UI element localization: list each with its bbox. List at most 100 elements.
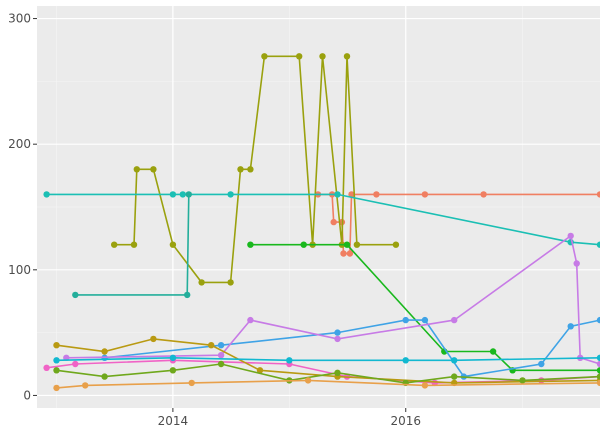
data-point — [596, 354, 600, 361]
data-point — [169, 367, 177, 374]
data-point — [402, 357, 409, 364]
y-tick-label: 0 — [23, 388, 31, 402]
data-point — [596, 241, 600, 248]
series-2 — [111, 53, 400, 286]
data-point — [217, 352, 225, 359]
y-tick-label: 300 — [8, 12, 31, 26]
data-point — [538, 377, 545, 384]
data-point — [198, 279, 205, 286]
y-tick-label: 100 — [8, 263, 31, 277]
data-point — [596, 360, 600, 368]
data-point — [538, 360, 545, 368]
data-point — [392, 241, 400, 248]
data-point — [353, 241, 361, 248]
data-point — [451, 373, 458, 380]
series-12 — [53, 377, 600, 392]
data-point — [72, 291, 79, 299]
data-point — [111, 241, 118, 248]
data-point — [567, 232, 574, 240]
data-point — [489, 348, 497, 355]
data-point — [82, 382, 89, 389]
data-point — [217, 342, 225, 349]
data-point — [421, 191, 429, 198]
data-point — [179, 191, 186, 198]
data-point — [53, 342, 60, 349]
data-point — [596, 373, 600, 380]
data-point — [43, 191, 50, 198]
x-tick-label: 2016 — [390, 414, 421, 428]
data-point — [296, 53, 303, 60]
data-point — [373, 191, 380, 198]
x-tick-label: 2014 — [158, 414, 189, 428]
data-point — [208, 342, 215, 349]
data-point — [256, 367, 264, 374]
data-point — [304, 377, 312, 384]
data-point — [237, 166, 244, 173]
series-5 — [247, 241, 600, 374]
series-line — [56, 356, 600, 362]
data-point — [348, 191, 355, 198]
data-point — [247, 316, 254, 324]
series-4 — [72, 191, 192, 299]
data-point — [334, 191, 341, 198]
data-point — [169, 191, 177, 198]
data-point — [334, 335, 341, 343]
data-point — [319, 53, 326, 60]
data-point — [227, 191, 234, 198]
x-axis: 2014 2016 — [158, 408, 421, 428]
data-point — [150, 166, 157, 173]
data-point — [334, 329, 341, 336]
data-point — [43, 364, 50, 371]
data-point — [130, 241, 138, 248]
series-layer — [43, 53, 600, 392]
data-point — [53, 357, 60, 364]
data-point — [340, 250, 347, 257]
data-point — [286, 357, 293, 364]
data-point — [596, 316, 600, 324]
data-point — [451, 316, 458, 324]
series-9 — [53, 335, 600, 387]
data-point — [247, 166, 254, 173]
data-point — [184, 291, 191, 299]
y-axis: 0 100 200 300 — [8, 12, 37, 402]
data-point — [169, 354, 177, 361]
data-point — [185, 191, 192, 198]
data-point — [573, 260, 580, 267]
data-point — [402, 316, 409, 324]
series-7 — [63, 232, 600, 368]
series-10 — [53, 360, 600, 387]
data-point — [567, 323, 574, 330]
data-point — [300, 241, 307, 248]
data-point — [217, 360, 225, 368]
data-point — [169, 241, 177, 248]
data-point — [150, 335, 157, 343]
axes: 0 100 200 300 2014 2016 — [8, 12, 421, 428]
series-11 — [53, 354, 600, 364]
series-1 — [314, 191, 600, 257]
data-point — [334, 369, 341, 376]
data-point — [330, 218, 337, 226]
data-point — [343, 53, 351, 60]
data-point — [596, 379, 600, 387]
data-point — [596, 367, 600, 374]
data-point — [480, 191, 487, 198]
data-point — [519, 377, 526, 384]
data-point — [133, 166, 140, 173]
data-point — [188, 379, 195, 387]
data-point — [227, 279, 234, 286]
data-point — [421, 382, 429, 389]
data-point — [346, 250, 354, 257]
data-point — [53, 367, 60, 374]
series-line — [56, 363, 600, 384]
data-point — [247, 241, 254, 248]
data-point — [53, 384, 60, 392]
data-point — [261, 53, 268, 60]
data-point — [101, 348, 108, 355]
data-point — [72, 360, 79, 368]
data-point — [451, 357, 458, 364]
data-point — [421, 316, 429, 324]
series-line — [56, 379, 600, 389]
series-line — [56, 338, 600, 384]
data-point — [343, 241, 351, 248]
